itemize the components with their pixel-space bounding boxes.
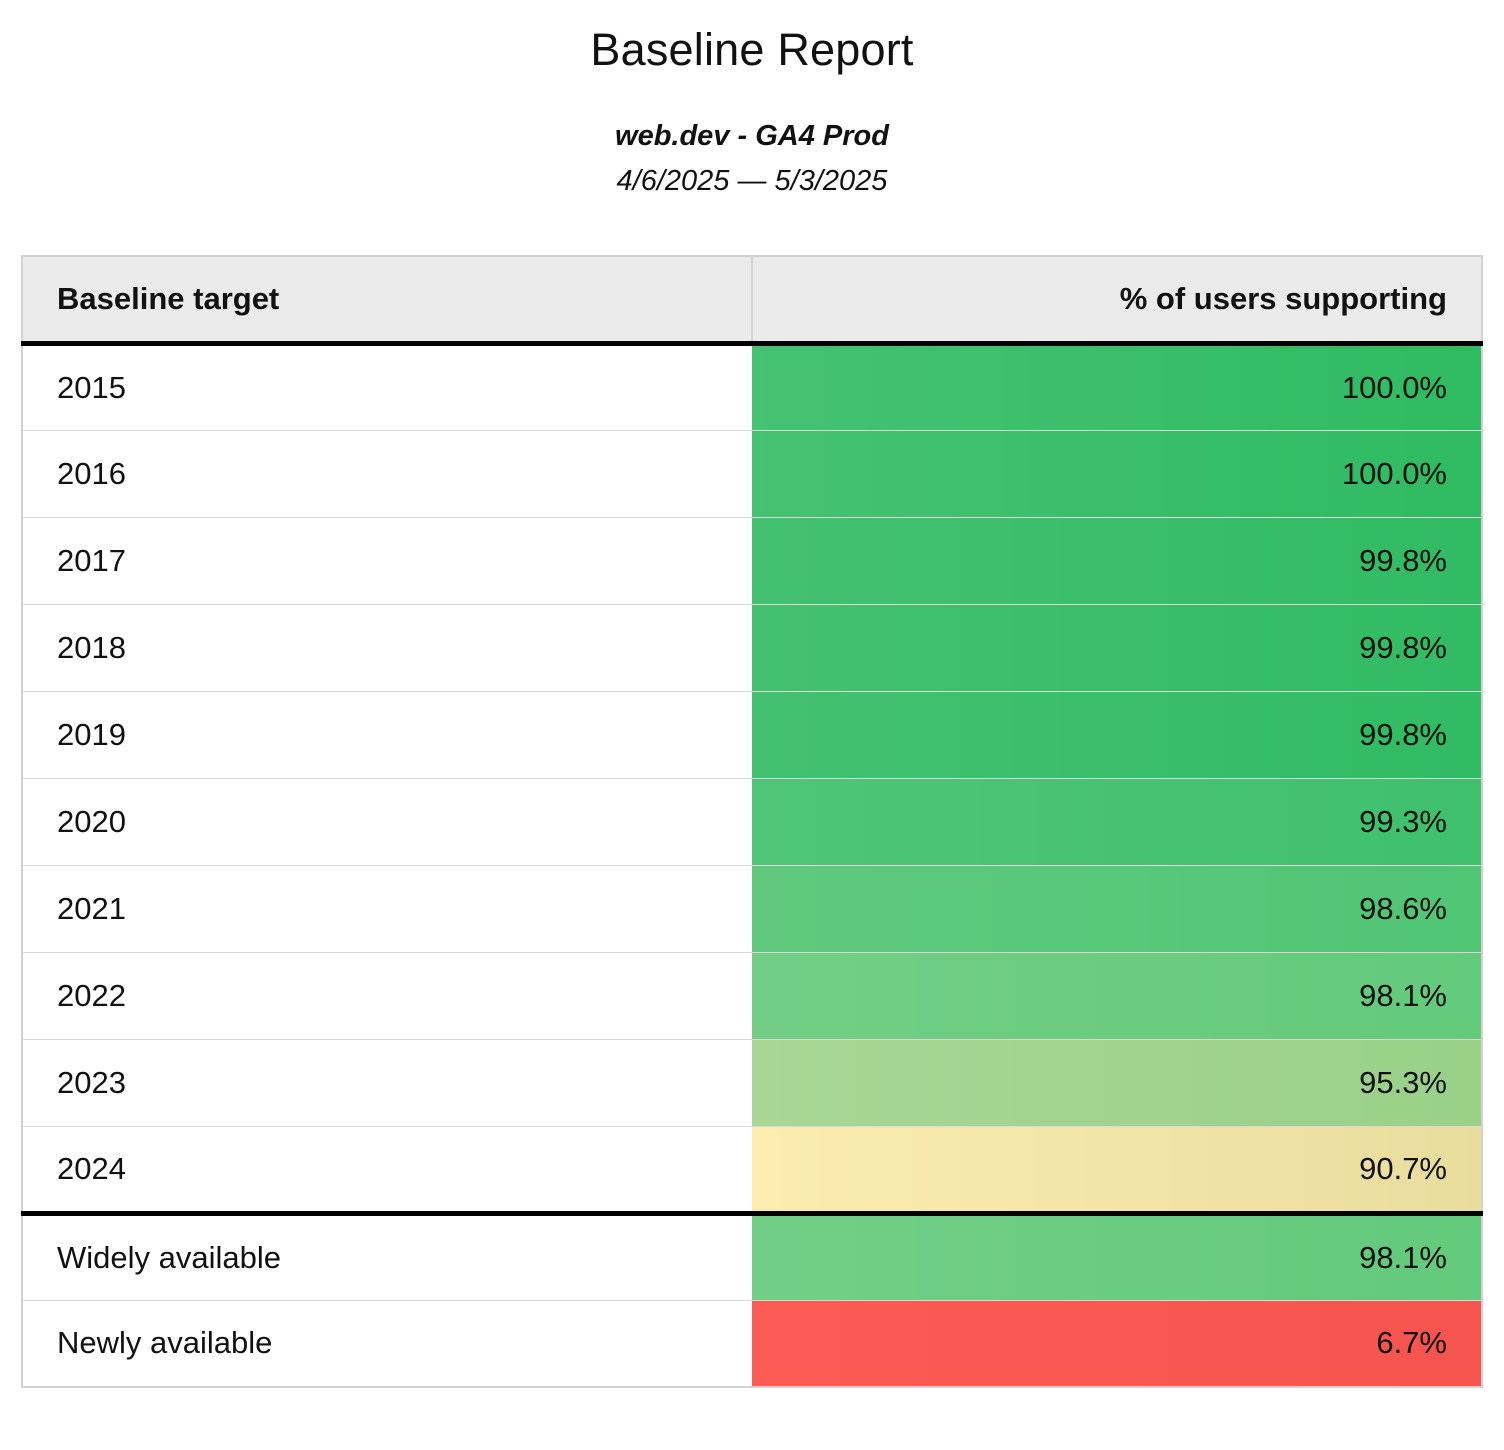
report-date-range: 4/6/2025 — 5/3/2025	[616, 165, 888, 197]
table-row: 2016 100.0%	[21, 429, 1483, 517]
table-body: 2015 100.0% 2016 100.0% 2017 99.8% 2018 …	[21, 343, 1483, 1388]
table-header: Baseline target % of users supporting	[21, 255, 1483, 346]
percent-value-cell: 98.6%	[752, 864, 1483, 952]
baseline-target-cell: 2018	[21, 603, 752, 691]
percent-value-cell: 99.8%	[752, 690, 1483, 778]
table-row: 2024 90.7%	[21, 1125, 1483, 1213]
percent-value-cell: 100.0%	[752, 429, 1483, 517]
baseline-target-cell: 2021	[21, 864, 752, 952]
column-header-percent-supporting: % of users supporting	[751, 255, 1483, 346]
table-row: 2022 98.1%	[21, 951, 1483, 1039]
table-row-newly-available: Newly available 6.7%	[21, 1299, 1483, 1388]
percent-value-cell: 90.7%	[752, 1125, 1483, 1213]
page-title: Baseline Report	[590, 24, 914, 75]
percent-value-cell: 95.3%	[752, 1038, 1483, 1126]
percent-value-cell: 6.7%	[752, 1299, 1483, 1388]
column-header-baseline-target: Baseline target	[21, 255, 753, 346]
baseline-target-cell: 2022	[21, 951, 752, 1039]
table-row: 2023 95.3%	[21, 1038, 1483, 1126]
percent-value-cell: 99.3%	[752, 777, 1483, 865]
baseline-target-cell: 2016	[21, 429, 752, 517]
percent-value-cell: 100.0%	[752, 343, 1483, 430]
baseline-report-table: Baseline target % of users supporting 20…	[21, 255, 1483, 1388]
table-row: 2021 98.6%	[21, 864, 1483, 952]
baseline-target-cell: 2023	[21, 1038, 752, 1126]
table-row: 2020 99.3%	[21, 777, 1483, 865]
baseline-target-cell: 2020	[21, 777, 752, 865]
baseline-target-cell: Widely available	[21, 1210, 752, 1300]
report-subtitle: web.dev - GA4 Prod	[615, 120, 889, 152]
percent-value-cell: 99.8%	[752, 603, 1483, 691]
baseline-target-cell: Newly available	[21, 1299, 752, 1388]
baseline-target-cell: 2024	[21, 1125, 752, 1213]
table-row: 2018 99.8%	[21, 603, 1483, 691]
table-row: 2019 99.8%	[21, 690, 1483, 778]
table-row-widely-available: Widely available 98.1%	[21, 1210, 1483, 1300]
baseline-target-cell: 2017	[21, 516, 752, 604]
percent-value-cell: 98.1%	[752, 1210, 1483, 1300]
baseline-target-cell: 2015	[21, 343, 752, 430]
table-row: 2017 99.8%	[21, 516, 1483, 604]
report-header: Baseline Report web.dev - GA4 Prod 4/6/2…	[0, 24, 1504, 198]
percent-value-cell: 99.8%	[752, 516, 1483, 604]
baseline-target-cell: 2019	[21, 690, 752, 778]
percent-value-cell: 98.1%	[752, 951, 1483, 1039]
table-row: 2015 100.0%	[21, 343, 1483, 430]
table-header-row: Baseline target % of users supporting	[21, 255, 1483, 346]
